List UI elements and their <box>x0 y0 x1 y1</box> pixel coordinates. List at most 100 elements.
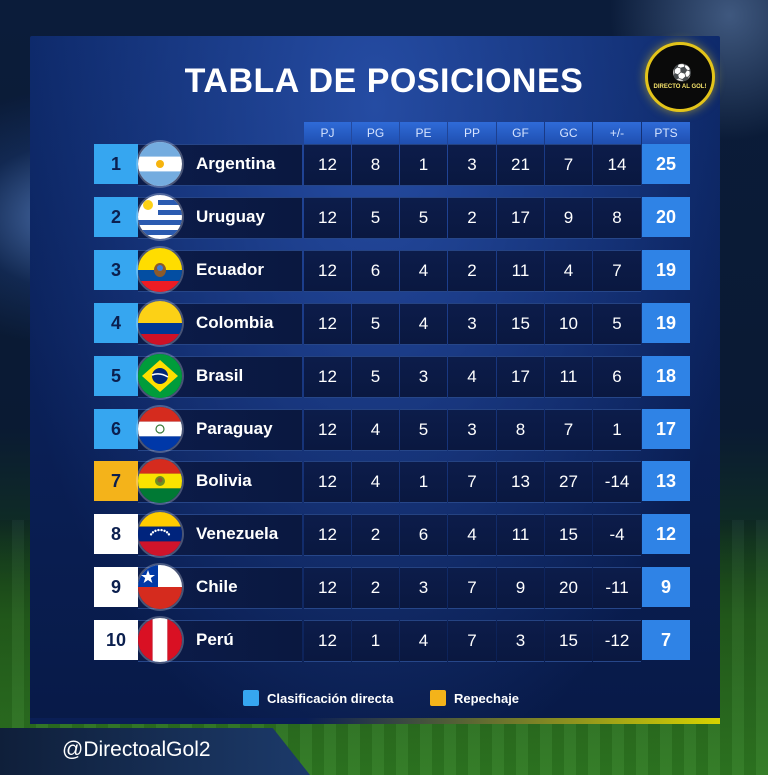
stat-pp: 3 <box>448 409 496 451</box>
social-handle: @DirectoalGol2 <box>62 738 211 761</box>
stat-pp: 3 <box>448 303 496 345</box>
stat-pe: 4 <box>400 250 447 292</box>
stat-gf: 8 <box>497 409 544 451</box>
stat-dif: 5 <box>593 303 641 345</box>
stat-pg: 5 <box>352 197 399 239</box>
stat-gf: 17 <box>497 356 544 398</box>
soccer-ball-logo-icon: ⚽ <box>672 63 692 82</box>
stat-pj: 12 <box>304 356 351 398</box>
position-number: 6 <box>94 409 138 449</box>
column-header-pp: PP <box>448 122 496 144</box>
points: 18 <box>642 356 690 396</box>
stat-pg: 6 <box>352 250 399 292</box>
stat-pj: 12 <box>304 461 351 503</box>
points: 12 <box>642 514 690 554</box>
team-name: Venezuela <box>196 524 279 543</box>
column-header-gc: GC <box>545 122 592 144</box>
stat-dif: -12 <box>593 620 641 662</box>
stat-pe: 6 <box>400 514 447 556</box>
stat-dif: 8 <box>593 197 641 239</box>
stat-dif: -14 <box>593 461 641 503</box>
panel-accent-line <box>30 718 720 724</box>
legend-repechaje-label: Repechaje <box>454 690 520 706</box>
column-header-pg: PG <box>352 122 399 144</box>
position-number: 9 <box>94 567 138 607</box>
ecuador-flag-icon <box>138 248 182 292</box>
stat-pj: 12 <box>304 303 351 345</box>
legend-direct-label: Clasificación directa <box>267 690 394 706</box>
paraguay-flag-icon <box>138 407 182 451</box>
points: 25 <box>642 144 690 184</box>
stat-pe: 3 <box>400 567 447 609</box>
stat-gc: 20 <box>545 567 592 609</box>
legend-direct: Clasificación directa <box>243 688 393 708</box>
points: 20 <box>642 197 690 237</box>
stat-gc: 9 <box>545 197 592 239</box>
table-row: 4 Colombia 12 5 4 3 15 10 5 19 <box>0 301 768 345</box>
stat-gc: 4 <box>545 250 592 292</box>
stat-gf: 9 <box>497 567 544 609</box>
table-row: 6 Paraguay 12 4 5 3 8 7 1 17 <box>0 407 768 451</box>
team-name: Uruguay <box>196 207 265 226</box>
team-name: Colombia <box>196 313 274 332</box>
colombia-flag-icon <box>138 301 182 345</box>
team-name: Paraguay <box>196 419 273 438</box>
position-number: 2 <box>94 197 138 237</box>
points: 19 <box>642 303 690 343</box>
legend-direct-swatch <box>243 690 259 706</box>
stat-dif: 6 <box>593 356 641 398</box>
stat-pg: 5 <box>352 303 399 345</box>
stat-dif: 7 <box>593 250 641 292</box>
stat-pj: 12 <box>304 514 351 556</box>
column-header-gf: GF <box>497 122 544 144</box>
stat-pg: 4 <box>352 409 399 451</box>
team-name: Bolivia <box>196 471 252 490</box>
stat-pp: 2 <box>448 250 496 292</box>
stat-pj: 12 <box>304 250 351 292</box>
stat-pe: 4 <box>400 303 447 345</box>
position-number: 1 <box>94 144 138 184</box>
stat-dif: -4 <box>593 514 641 556</box>
stat-pe: 3 <box>400 356 447 398</box>
table-row: 9 Chile 12 2 3 7 9 20 -11 9 <box>0 565 768 609</box>
chile-flag-icon <box>138 565 182 609</box>
legend-repechaje-swatch <box>430 690 446 706</box>
stat-pj: 12 <box>304 567 351 609</box>
points: 13 <box>642 461 690 501</box>
stat-pg: 2 <box>352 567 399 609</box>
peru-flag-icon <box>138 618 182 662</box>
stat-pe: 5 <box>400 197 447 239</box>
stat-pj: 12 <box>304 144 351 186</box>
table-row: 2 Uruguay 12 5 5 2 17 9 8 20 <box>0 195 768 239</box>
team-name: Perú <box>196 630 234 649</box>
points: 9 <box>642 567 690 607</box>
position-number: 10 <box>94 620 138 660</box>
stat-gc: 15 <box>545 514 592 556</box>
page-title: TABLA DE POSICIONES <box>184 62 584 100</box>
stat-gc: 10 <box>545 303 592 345</box>
legend-repechaje: Repechaje <box>430 688 519 708</box>
position-number: 5 <box>94 356 138 396</box>
brazil-flag-icon <box>138 354 182 398</box>
stat-pg: 4 <box>352 461 399 503</box>
position-number: 8 <box>94 514 138 554</box>
logo-text: DIRECTO AL GOL! <box>653 84 707 90</box>
points: 17 <box>642 409 690 449</box>
stat-gf: 17 <box>497 197 544 239</box>
column-header-pe: PE <box>400 122 447 144</box>
stat-gc: 27 <box>545 461 592 503</box>
team-name: Chile <box>196 577 238 596</box>
stat-pp: 7 <box>448 567 496 609</box>
points: 19 <box>642 250 690 290</box>
stat-dif: 14 <box>593 144 641 186</box>
stat-gf: 11 <box>497 514 544 556</box>
uruguay-flag-icon <box>138 195 182 239</box>
points: 7 <box>642 620 690 660</box>
bolivia-flag-icon <box>138 459 182 503</box>
column-header-pts: PTS <box>642 122 690 144</box>
stat-pp: 2 <box>448 197 496 239</box>
table-row: 5 Brasil 12 5 3 4 17 11 6 18 <box>0 354 768 398</box>
stat-pj: 12 <box>304 409 351 451</box>
stat-gc: 7 <box>545 409 592 451</box>
stat-dif: -11 <box>593 567 641 609</box>
